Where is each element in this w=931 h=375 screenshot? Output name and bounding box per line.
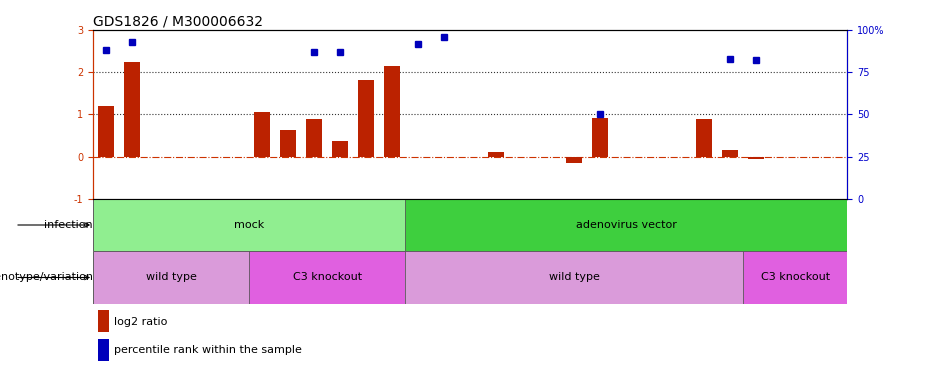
Bar xyxy=(405,251,743,304)
Bar xyxy=(93,251,250,304)
Bar xyxy=(696,118,712,157)
Text: percentile rank within the sample: percentile rank within the sample xyxy=(114,345,302,355)
Bar xyxy=(592,118,608,157)
Bar xyxy=(99,339,109,361)
Text: infection: infection xyxy=(45,220,93,230)
Bar xyxy=(722,150,738,157)
Bar xyxy=(566,157,582,163)
Bar xyxy=(358,80,374,157)
Bar xyxy=(125,62,140,157)
Bar xyxy=(385,66,400,157)
Bar xyxy=(405,199,847,251)
Bar xyxy=(254,112,270,157)
Bar xyxy=(306,119,322,157)
Bar xyxy=(99,106,114,157)
Text: wild type: wild type xyxy=(548,273,600,282)
Bar xyxy=(280,130,296,157)
Text: mock: mock xyxy=(234,220,264,230)
Bar xyxy=(93,199,405,251)
Bar xyxy=(99,310,109,333)
Text: C3 knockout: C3 knockout xyxy=(292,273,362,282)
Bar xyxy=(250,251,405,304)
Bar xyxy=(489,152,504,157)
Text: wild type: wild type xyxy=(145,273,196,282)
Text: genotype/variation: genotype/variation xyxy=(0,273,93,282)
Text: adenovirus vector: adenovirus vector xyxy=(575,220,677,230)
Bar xyxy=(332,141,348,157)
Text: GDS1826 / M300006632: GDS1826 / M300006632 xyxy=(93,15,263,29)
Bar xyxy=(743,251,847,304)
Text: C3 knockout: C3 knockout xyxy=(761,273,830,282)
Bar xyxy=(749,157,764,159)
Text: log2 ratio: log2 ratio xyxy=(114,316,168,327)
